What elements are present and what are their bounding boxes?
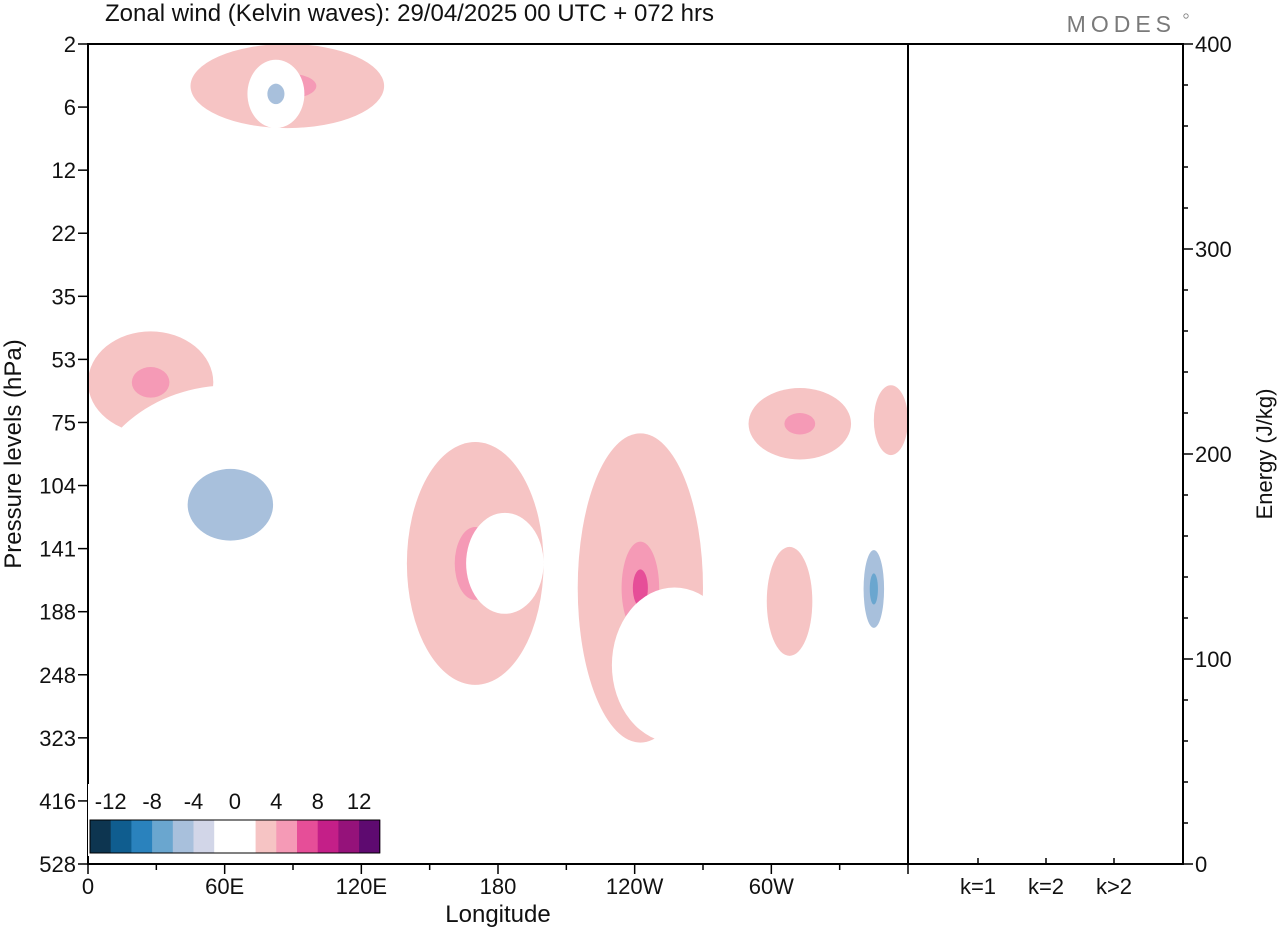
wind-feature-core-3 xyxy=(187,468,274,541)
energy-tick-label: 400 xyxy=(1195,32,1232,57)
pressure-tick-label: 12 xyxy=(52,158,76,183)
modes-logo: MODES xyxy=(1067,11,1176,37)
longitude-tick-label: 0 xyxy=(82,874,94,899)
colorbar-swatch xyxy=(172,820,194,853)
pressure-tick-label: 2 xyxy=(64,32,76,57)
energy-axis: 0 100 200 300 400 xyxy=(1183,32,1232,877)
energy-axis-title: Energy (J/kg) xyxy=(1252,389,1277,520)
pressure-axis: 2 6 12 22 35 53 75 104 141 188 248 323 416 528 xyxy=(39,32,88,877)
colorbar-swatch xyxy=(193,820,215,853)
energy-bars: k=1 k=2 k>2 xyxy=(960,858,1132,899)
colorbar-swatch xyxy=(338,820,360,853)
pressure-tick-label: 53 xyxy=(52,347,76,372)
energy-tick-label: 0 xyxy=(1195,852,1207,877)
pressure-tick-label: 141 xyxy=(39,537,76,562)
colorbar-label: 12 xyxy=(347,789,371,814)
wind-feature-5 xyxy=(466,512,544,614)
energy-panel-frame xyxy=(907,43,1184,865)
colorbar-label: -12 xyxy=(95,789,127,814)
pressure-tick-label: 6 xyxy=(64,95,76,120)
pressure-tick-label: 22 xyxy=(52,221,76,246)
chart-title: Zonal wind (Kelvin waves): 29/04/2025 00… xyxy=(105,0,714,27)
longitude-tick-label: 60E xyxy=(205,874,244,899)
pressure-tick-label: 75 xyxy=(52,410,76,435)
longitude-tick-label: 180 xyxy=(480,874,517,899)
wind-feature-core-1 xyxy=(267,83,285,105)
colorbar-label: 0 xyxy=(229,789,241,814)
y-axis-title: Pressure levels (hPa) xyxy=(0,339,27,568)
longitude-tick-label: 60W xyxy=(749,874,794,899)
colorbar-swatch xyxy=(110,820,132,853)
wind-feature-core-2 xyxy=(131,367,170,398)
wind-feature-9 xyxy=(766,546,813,656)
energy-tick-label: 100 xyxy=(1195,647,1232,672)
colorbar-label: -8 xyxy=(142,789,162,814)
energy-category-label: k=2 xyxy=(1028,874,1064,899)
colorbar-label: 4 xyxy=(270,789,282,814)
colorbar-swatch xyxy=(90,820,112,853)
wind-anomaly-contours xyxy=(88,44,908,743)
pressure-tick-label: 528 xyxy=(39,852,76,877)
colorbar-swatch xyxy=(234,820,256,853)
colorbar-swatch xyxy=(359,820,381,853)
colorbar-swatch xyxy=(152,820,174,853)
colorbar-swatch xyxy=(214,820,236,853)
energy-category-label: k=1 xyxy=(960,874,996,899)
colorbar-legend: -12 -8 -4 0 4 8 12 xyxy=(88,784,383,856)
colorbar-swatch xyxy=(255,820,277,853)
pressure-tick-label: 416 xyxy=(39,789,76,814)
pressure-tick-label: 323 xyxy=(39,726,76,751)
energy-tick-label: 300 xyxy=(1195,237,1232,262)
registered-mark-icon xyxy=(1183,13,1189,19)
wind-feature-7 xyxy=(611,587,738,743)
colorbar-frame xyxy=(89,819,381,854)
colorbar-swatch xyxy=(131,820,153,853)
wind-feature-11 xyxy=(873,385,908,456)
colorbar-swatch xyxy=(276,820,298,853)
pressure-tick-label: 104 xyxy=(39,474,76,499)
colorbar-label: -4 xyxy=(184,789,204,814)
pressure-tick-label: 188 xyxy=(39,600,76,625)
colorbar-swatch xyxy=(297,820,319,853)
pressure-tick-label: 35 xyxy=(52,284,76,309)
colorbar-swatch xyxy=(317,820,339,853)
energy-category-label: k>2 xyxy=(1096,874,1132,899)
colorbar-label: 8 xyxy=(312,789,324,814)
wind-feature-core-8 xyxy=(784,413,816,435)
longitude-tick-label: 120E xyxy=(336,874,387,899)
energy-tick-label: 200 xyxy=(1195,442,1232,467)
pressure-tick-label: 248 xyxy=(39,663,76,688)
x-axis-title: Longitude xyxy=(445,901,550,928)
wind-feature-peak-10 xyxy=(869,573,878,605)
longitude-tick-label: 120W xyxy=(606,874,664,899)
longitude-axis: 0 60E 120E 180 120W 60W xyxy=(82,864,909,899)
wind-feature-peak-6 xyxy=(632,569,648,607)
